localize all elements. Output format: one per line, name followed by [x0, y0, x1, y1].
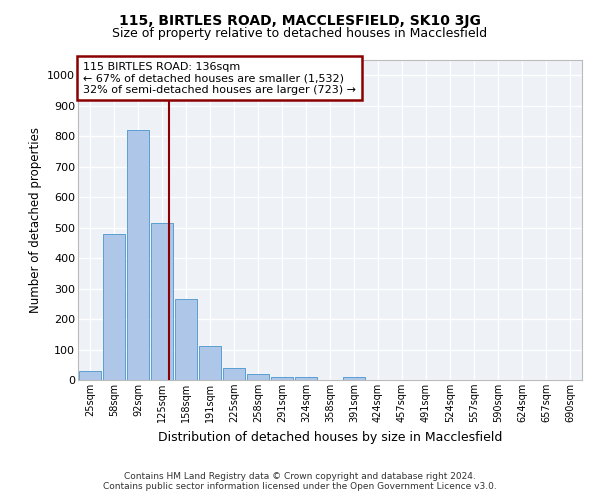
Bar: [271, 377, 293, 380]
Bar: [103, 234, 125, 380]
X-axis label: Distribution of detached houses by size in Macclesfield: Distribution of detached houses by size …: [158, 430, 502, 444]
Bar: [79, 371, 101, 380]
Bar: [295, 377, 317, 380]
Text: 115 BIRTLES ROAD: 136sqm
← 67% of detached houses are smaller (1,532)
32% of sem: 115 BIRTLES ROAD: 136sqm ← 67% of detach…: [83, 62, 356, 95]
Bar: [151, 223, 173, 380]
Bar: [199, 346, 221, 380]
Text: Contains public sector information licensed under the Open Government Licence v3: Contains public sector information licen…: [103, 482, 497, 491]
Y-axis label: Number of detached properties: Number of detached properties: [29, 127, 41, 313]
Bar: [247, 374, 269, 380]
Text: Size of property relative to detached houses in Macclesfield: Size of property relative to detached ho…: [112, 28, 488, 40]
Bar: [127, 130, 149, 380]
Text: 115, BIRTLES ROAD, MACCLESFIELD, SK10 3JG: 115, BIRTLES ROAD, MACCLESFIELD, SK10 3J…: [119, 14, 481, 28]
Bar: [175, 299, 197, 380]
Text: Contains HM Land Registry data © Crown copyright and database right 2024.: Contains HM Land Registry data © Crown c…: [124, 472, 476, 481]
Bar: [223, 368, 245, 380]
Bar: [343, 377, 365, 380]
